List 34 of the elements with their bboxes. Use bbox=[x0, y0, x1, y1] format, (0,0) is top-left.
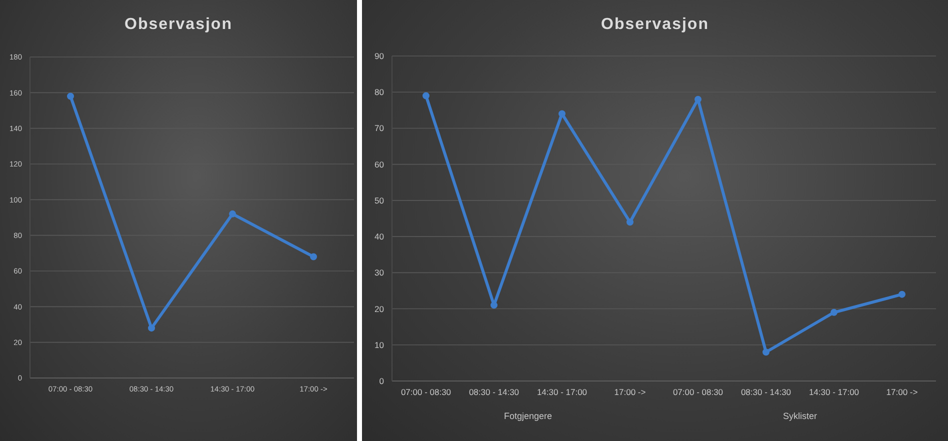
x-tick-label: 14:30 - 17:00 bbox=[536, 387, 588, 398]
y-tick-label: 80 bbox=[374, 87, 384, 98]
x-tick-label: 17:00 -> bbox=[886, 387, 918, 398]
y-tick-label: 90 bbox=[374, 51, 384, 62]
point bbox=[626, 218, 634, 226]
y-tick-label: 20 bbox=[374, 304, 384, 314]
chart-title: Observasjon bbox=[600, 16, 710, 34]
point bbox=[830, 308, 838, 316]
point bbox=[694, 96, 702, 103]
x-tick-label: 08:30 - 14:30 bbox=[740, 387, 792, 398]
x-tick-label: 07:00 - 08:30 bbox=[672, 387, 724, 398]
point bbox=[762, 348, 770, 356]
point bbox=[310, 253, 317, 260]
x-tick-label: 17:00 -> bbox=[614, 387, 646, 398]
y-tick-label: 70 bbox=[374, 123, 384, 134]
point bbox=[898, 290, 906, 298]
point bbox=[558, 110, 566, 118]
text: Fotgjengere bbox=[502, 411, 554, 421]
chart-title: Observasjon bbox=[124, 16, 234, 34]
y-tick-label: 30 bbox=[374, 268, 384, 278]
x-tick-label: 08:30 - 14:30 bbox=[468, 387, 520, 398]
point bbox=[229, 210, 236, 218]
y-tick-label: 40 bbox=[374, 232, 384, 242]
y-tick-label: 60 bbox=[374, 159, 384, 170]
point bbox=[422, 92, 430, 100]
point bbox=[67, 92, 74, 100]
point bbox=[490, 302, 498, 309]
y-tick-label: 0 bbox=[379, 376, 384, 386]
x-tick-label: 07:00 - 08:30 bbox=[400, 387, 452, 398]
text: Syklister bbox=[782, 411, 818, 421]
y-tick-label: 50 bbox=[374, 195, 384, 206]
point bbox=[148, 324, 155, 332]
x-tick-label: 14:30 - 17:00 bbox=[808, 387, 860, 398]
y-tick-label: 10 bbox=[374, 340, 384, 350]
